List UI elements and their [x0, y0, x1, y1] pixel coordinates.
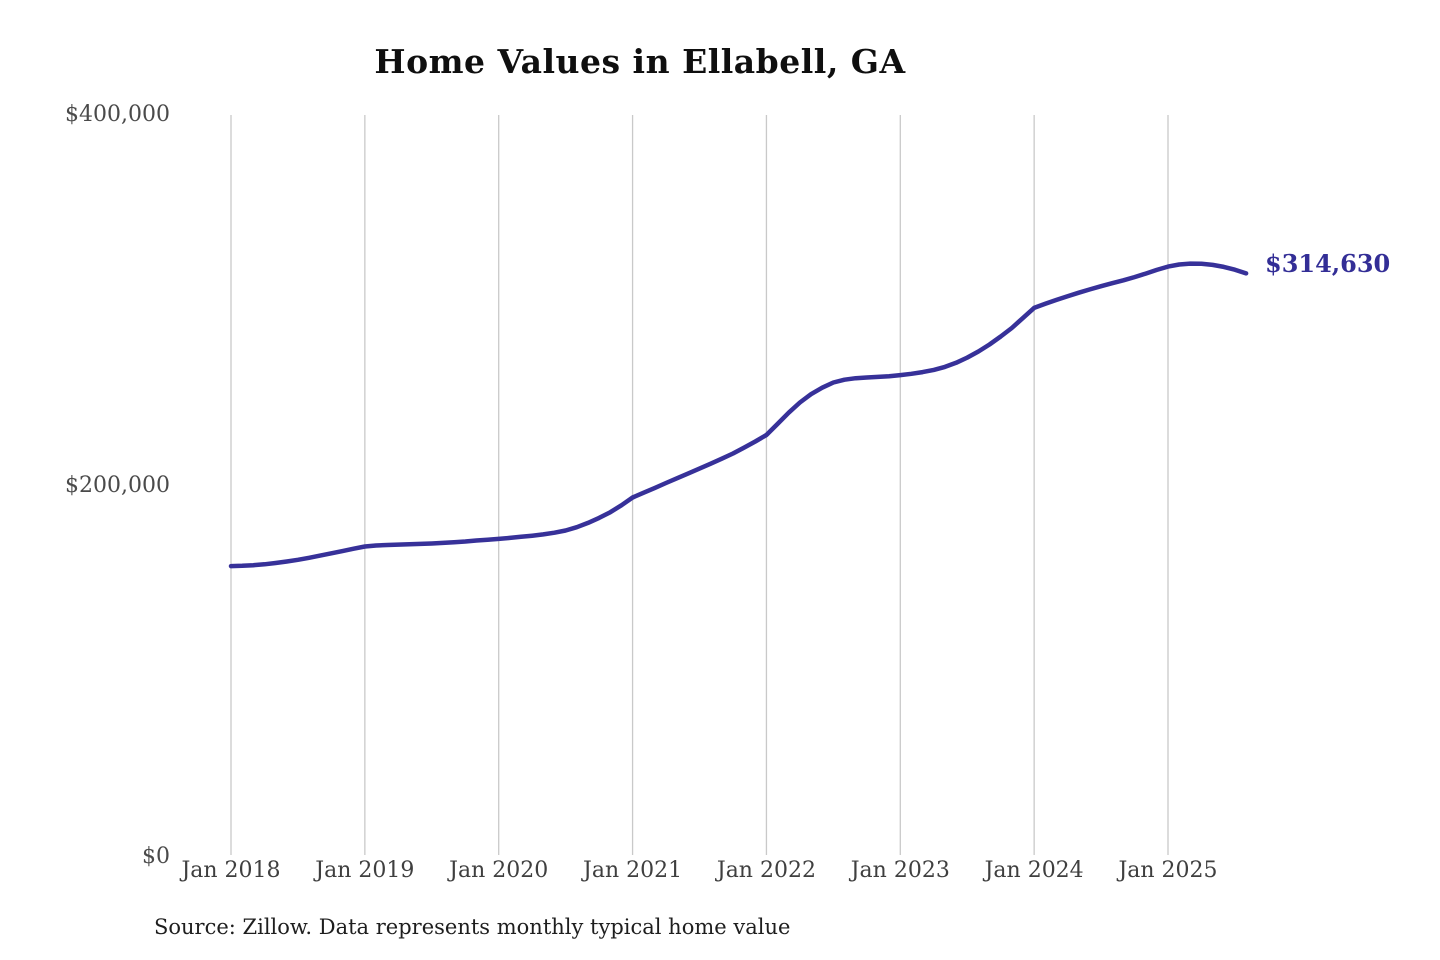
- x-tick-jan-2025: Jan 2025: [1118, 858, 1218, 883]
- x-tick-jan-2022: Jan 2022: [716, 858, 816, 883]
- x-tick-jan-2018: Jan 2018: [181, 858, 281, 883]
- x-tick-jan-2020: Jan 2020: [449, 858, 549, 883]
- x-tick-jan-2024: Jan 2024: [984, 858, 1084, 883]
- x-tick-jan-2023: Jan 2023: [850, 858, 950, 883]
- chart-title: Home Values in Ellabell, GA: [374, 42, 906, 81]
- x-tick-jan-2019: Jan 2019: [315, 858, 415, 883]
- source-attribution: Source: Zillow. Data represents monthly …: [154, 915, 791, 939]
- current-value-annotation: $314,630: [1265, 249, 1391, 278]
- home-value-line: [228, 261, 1249, 569]
- year-gridlines: [230, 115, 1169, 855]
- y-tick-200000: $200,000: [65, 473, 170, 498]
- y-tick-400000: $400,000: [65, 102, 170, 127]
- y-tick-0: $0: [142, 844, 170, 869]
- x-tick-jan-2021: Jan 2021: [583, 858, 683, 883]
